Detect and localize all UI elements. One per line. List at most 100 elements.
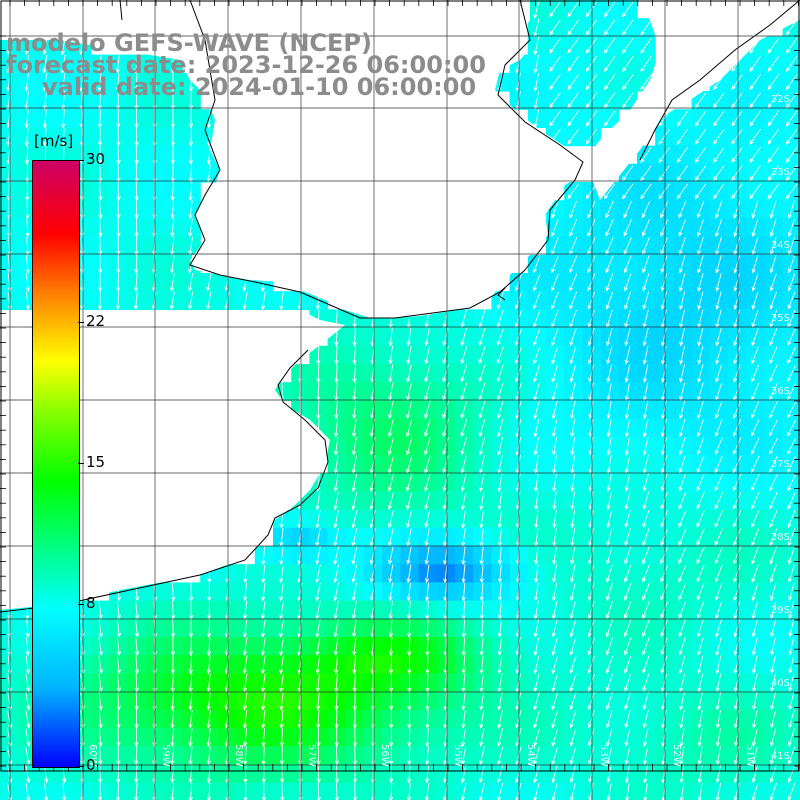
wind-arrow: [24, 163, 30, 183]
wind-arrow: [588, 509, 594, 529]
wind-arrow: [24, 54, 30, 74]
wind-arrow: [442, 400, 450, 420]
wind-arrow: [585, 56, 598, 72]
wind-arrow: [115, 782, 121, 800]
wind-arrow: [660, 673, 668, 693]
wind-arrow: [479, 673, 484, 693]
wind-arrow: [407, 746, 412, 766]
wind-arrow: [658, 183, 670, 200]
wind-arrow: [769, 346, 778, 365]
wind-arrow: [769, 255, 777, 274]
wind-arrow: [769, 600, 777, 620]
wind-arrow: [388, 618, 393, 638]
wind-arrow: [315, 600, 321, 620]
wind-arrow: [749, 183, 761, 200]
wind-arrow: [769, 746, 777, 765]
wind-arrow: [697, 673, 704, 693]
wind-arrow: [206, 709, 211, 729]
wind-arrow: [569, 255, 578, 274]
wind-arrow: [443, 582, 448, 602]
wind-arrow: [788, 582, 795, 602]
wind-arrow: [25, 291, 31, 311]
wind-arrow: [25, 728, 31, 747]
wind-arrow: [478, 364, 486, 383]
wind-arrow: [133, 273, 139, 293]
wind-arrow: [333, 418, 339, 438]
wind-arrow: [80, 200, 85, 220]
wind-arrow: [605, 619, 614, 638]
wind-arrow: [694, 110, 707, 127]
wind-arrow: [134, 637, 140, 657]
wind-arrow: [134, 72, 139, 92]
wind-arrow: [551, 364, 559, 383]
wind-arrow: [587, 327, 595, 347]
wind-arrow: [769, 401, 778, 419]
wind-arrow: [569, 219, 578, 237]
wind-arrow: [316, 364, 321, 384]
wind-arrow: [387, 509, 394, 529]
colorbar-tick-label: 30: [86, 150, 106, 168]
wind-arrow: [751, 546, 759, 565]
wind-arrow: [315, 673, 321, 693]
wind-arrow: [352, 345, 357, 365]
wind-arrow: [116, 127, 121, 147]
wind-arrow: [751, 291, 759, 310]
wind-arrow: [624, 764, 630, 784]
wind-arrow: [714, 582, 723, 601]
wind-arrow: [733, 764, 740, 784]
wind-arrow: [97, 273, 103, 293]
wind-arrow: [188, 728, 193, 748]
wind-arrow: [406, 782, 412, 800]
wind-arrow: [369, 473, 376, 492]
wind-arrow: [206, 145, 211, 165]
wind-arrow: [569, 291, 578, 310]
wind-arrow: [280, 782, 285, 800]
wind-arrow: [788, 600, 795, 620]
wind-arrow: [25, 782, 31, 800]
wind-arrow: [206, 728, 211, 747]
wind-arrow: [316, 728, 321, 748]
wind-arrow: [315, 618, 321, 638]
wind-arrow: [407, 691, 412, 711]
wind-arrow: [751, 746, 758, 765]
wind-arrow: [242, 291, 248, 311]
wind-arrow: [567, 1, 579, 18]
wind-arrow: [425, 709, 430, 729]
wind-arrow: [424, 437, 431, 456]
wind-arrow: [750, 455, 760, 474]
wind-arrow: [787, 546, 795, 565]
wind-arrow: [497, 637, 503, 657]
wind-arrow: [587, 655, 595, 674]
wind-arrow: [588, 364, 595, 383]
wind-arrow: [116, 163, 121, 183]
wind-arrow: [678, 473, 687, 492]
wind-arrow: [497, 564, 503, 584]
wind-arrow: [787, 328, 796, 346]
wind-arrow: [334, 691, 339, 711]
wind-arrow: [24, 145, 30, 165]
wind-arrow: [785, 56, 798, 72]
wind-arrow: [188, 637, 194, 657]
wind-arrow: [605, 655, 614, 674]
wind-arrow: [133, 54, 139, 74]
wind-arrow: [24, 72, 29, 92]
wind-arrow: [60, 72, 66, 92]
wind-arrow: [587, 637, 595, 656]
wind-arrow: [116, 637, 122, 657]
wind-arrow: [569, 346, 577, 365]
wind-arrow: [569, 673, 577, 693]
wind-arrow: [715, 218, 723, 238]
wind-arrow: [587, 291, 596, 310]
wind-arrow: [570, 473, 576, 493]
lon-label: 53W: [598, 744, 609, 767]
lat-label: 35S: [771, 313, 790, 324]
wind-arrow: [533, 73, 540, 92]
wind-arrow: [297, 600, 303, 620]
wind-arrow: [551, 691, 559, 711]
wind-arrow: [425, 673, 430, 693]
wind-arrow: [7, 618, 12, 638]
colorbar-tick-mark: [78, 604, 84, 605]
grid-labels: 32S 33S 34S 35S 36S 37S 38S 39S 40S 41S 60W 59W 58W 5…: [87, 94, 790, 767]
wind-arrow: [134, 618, 140, 638]
wind-arrow: [714, 455, 723, 474]
